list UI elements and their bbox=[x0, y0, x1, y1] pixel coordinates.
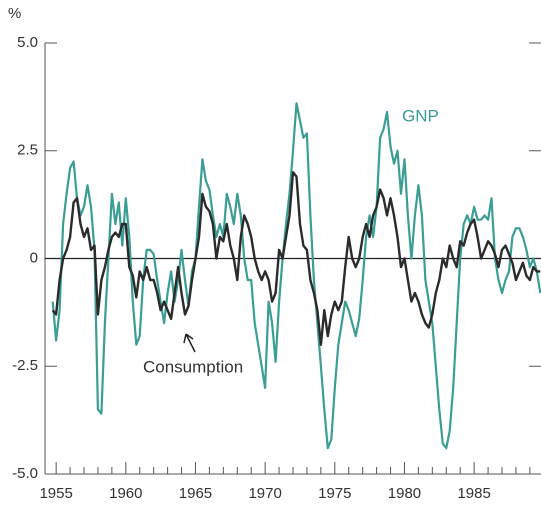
x-tick-label: 1960 bbox=[109, 485, 142, 502]
y-tick-label: 2.5 bbox=[17, 142, 38, 159]
x-tick-label: 1980 bbox=[388, 485, 421, 502]
y-tick-label: -2.5 bbox=[12, 357, 38, 374]
series-label: GNP bbox=[402, 106, 439, 125]
y-tick-label: 0 bbox=[30, 249, 38, 266]
series-label: Consumption bbox=[143, 357, 243, 376]
x-tick-label: 1965 bbox=[179, 485, 212, 502]
line-series bbox=[51, 102, 541, 450]
x-tick-label: 1955 bbox=[39, 485, 72, 502]
x-tick-label: 1985 bbox=[457, 485, 490, 502]
x-tick-label: 1975 bbox=[318, 485, 351, 502]
y-tick-label: -5.0 bbox=[12, 465, 38, 482]
line-series bbox=[51, 171, 541, 346]
x-tick-label: 1970 bbox=[248, 485, 281, 502]
annotation-arrow bbox=[183, 333, 196, 353]
y-axis-label: % bbox=[8, 5, 21, 22]
y-tick-label: 5.0 bbox=[17, 34, 38, 51]
